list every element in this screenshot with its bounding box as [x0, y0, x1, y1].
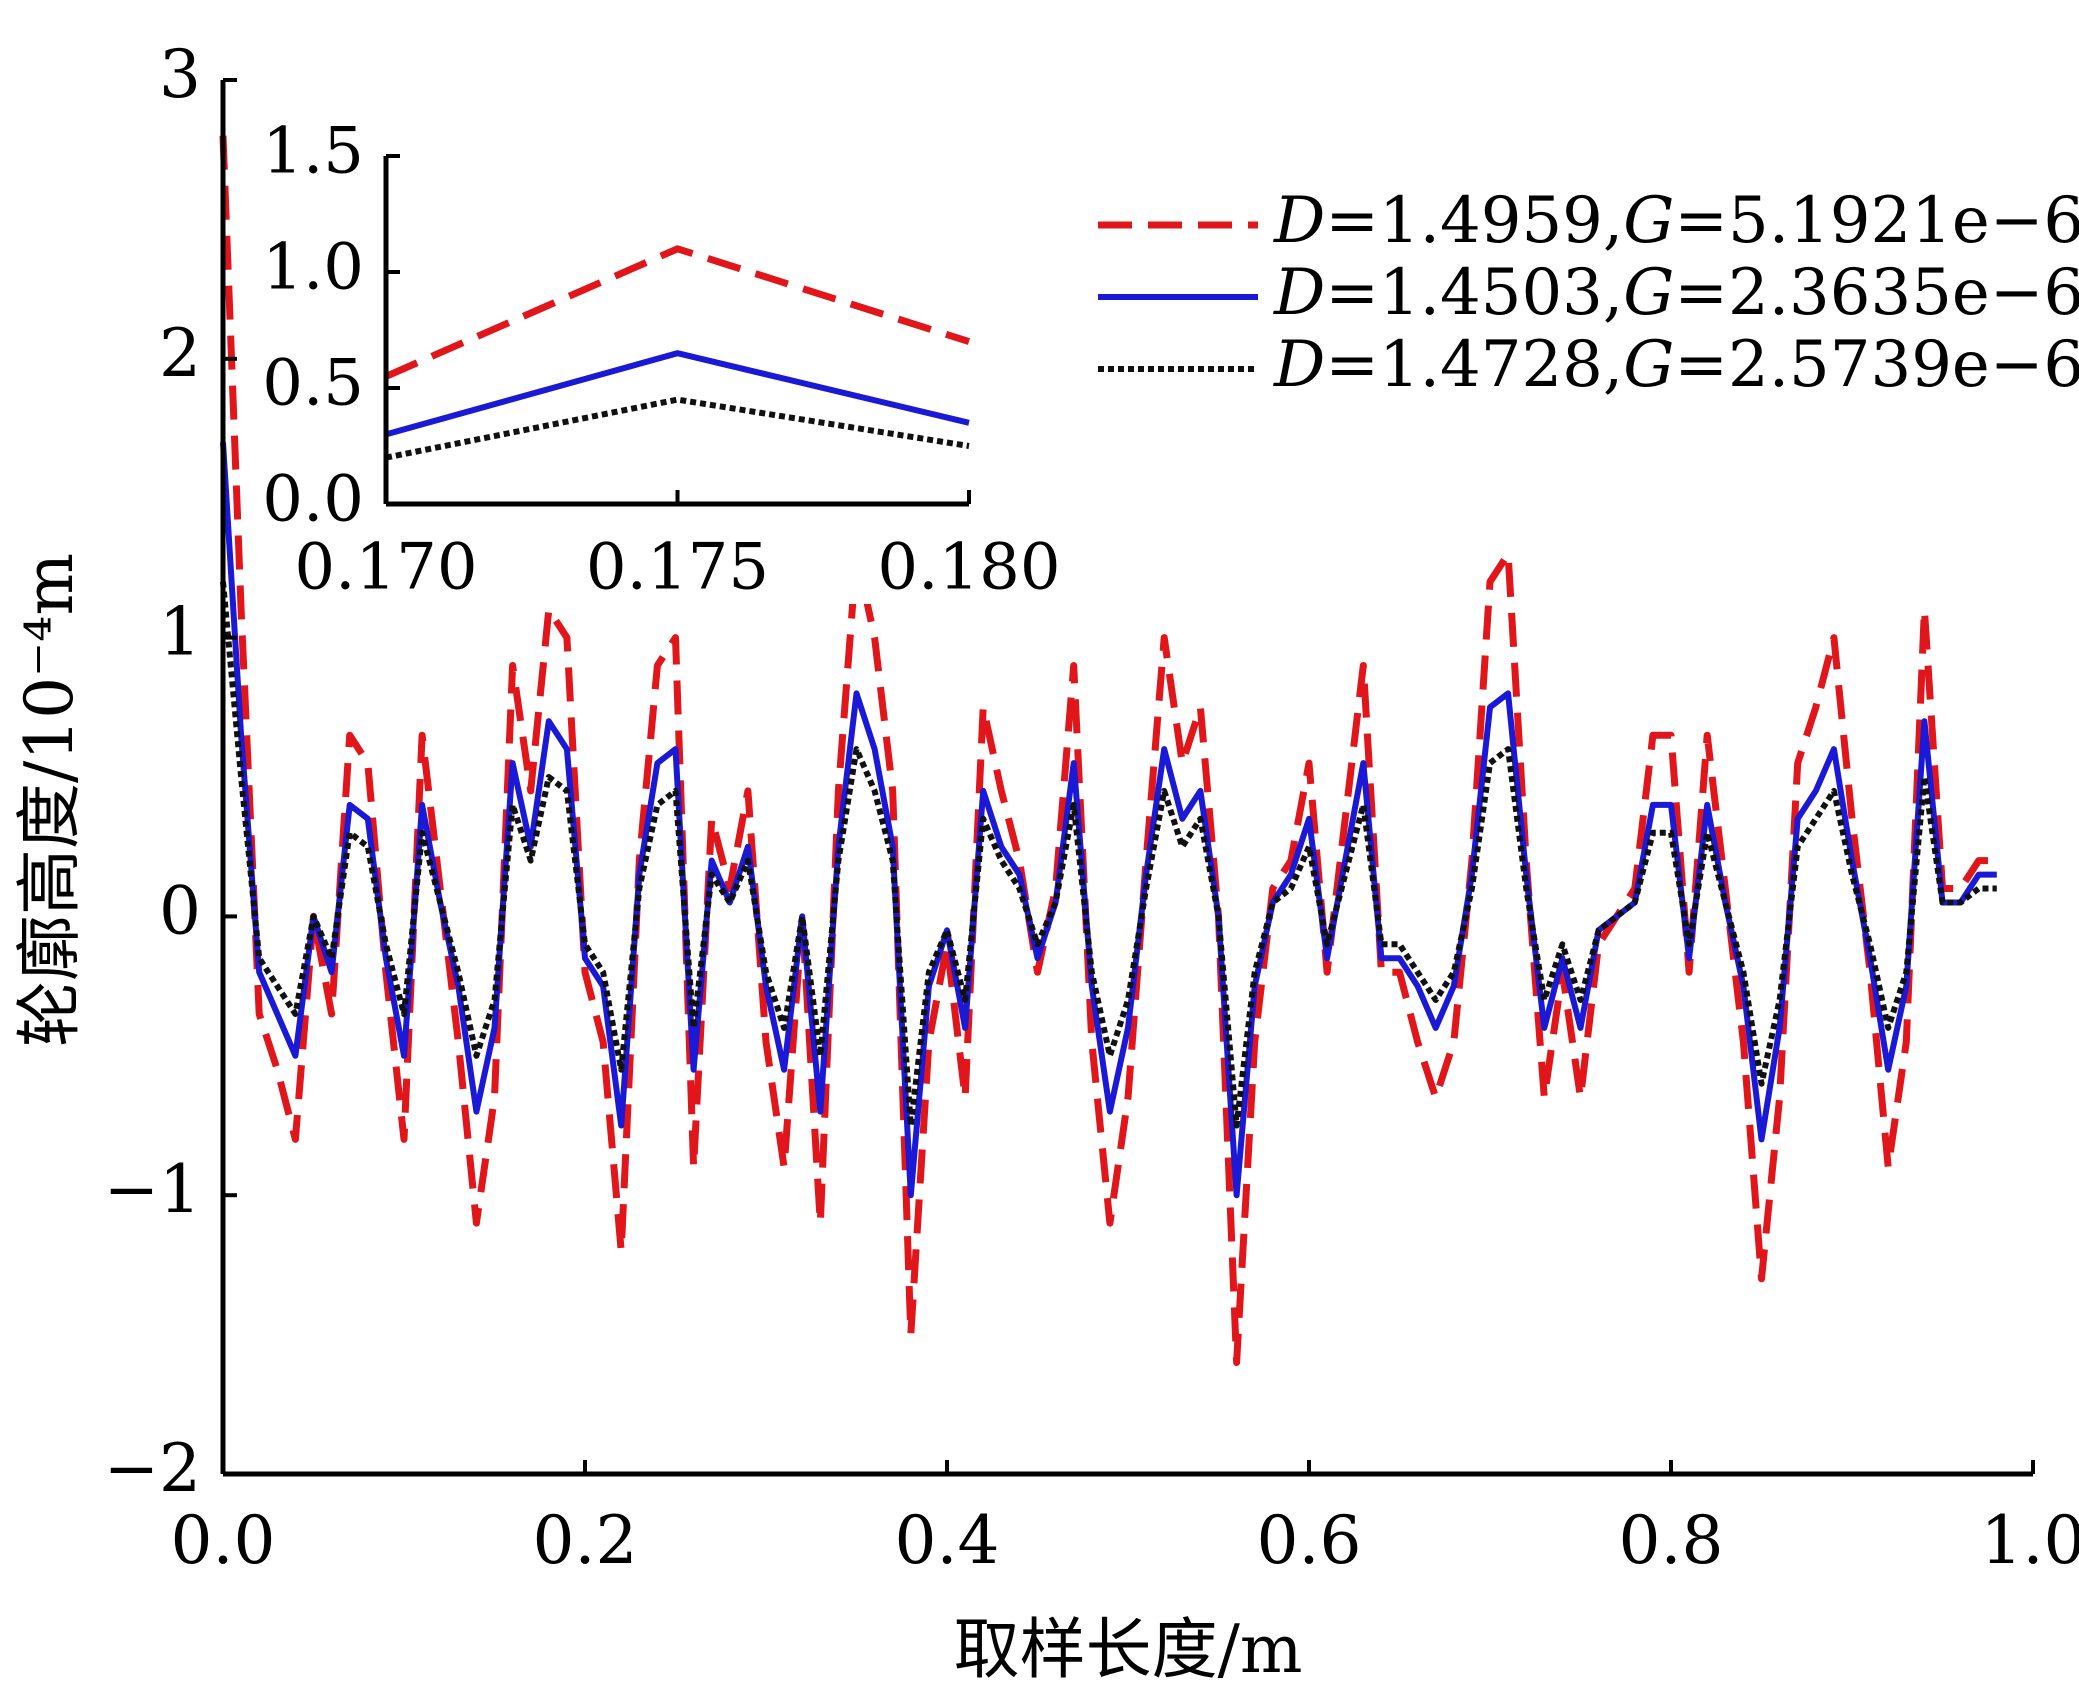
- y-tick-label: 0.5: [262, 347, 364, 421]
- x-tick-label: 0.2: [533, 1502, 638, 1579]
- series-line: [219, 135, 1997, 1366]
- series-line: [385, 396, 970, 461]
- series-line: [384, 245, 971, 380]
- x-tick-label: 0.6: [1257, 1502, 1362, 1579]
- x-tick-label: 0.8: [1619, 1502, 1724, 1579]
- y-tick-label: 2: [159, 315, 201, 392]
- y-axis-title: 轮廓高度/10⁻⁴m: [11, 553, 88, 1047]
- series-line: [385, 350, 970, 438]
- y-tick-label: 1: [159, 594, 201, 671]
- y-tick-label: −2: [104, 1430, 201, 1507]
- x-tick-label: 0.170: [294, 531, 477, 605]
- x-axis-title: 取样长度/m: [954, 1611, 1303, 1688]
- x-tick-label: 0.180: [877, 531, 1060, 605]
- y-tick-label: 3: [159, 36, 201, 113]
- legend-label: D=1.4728,G=2.5739e−6: [1273, 328, 2079, 402]
- y-tick-label: 1.5: [262, 115, 364, 189]
- y-tick-label: 1.0: [262, 231, 364, 305]
- x-tick-label: 0.4: [895, 1502, 1000, 1579]
- x-tick-label: 0.0: [171, 1502, 276, 1579]
- x-tick-label: 1.0: [1981, 1502, 2079, 1579]
- y-tick-label: 0: [159, 872, 201, 949]
- legend-label: D=1.4959,G=5.1921e−6: [1273, 184, 2079, 258]
- legend-label: D=1.4503,G=2.3635e−6: [1273, 256, 2079, 330]
- y-tick-label: 0.0: [262, 463, 364, 537]
- y-tick-label: −1: [104, 1151, 201, 1228]
- x-tick-label: 0.175: [586, 531, 769, 605]
